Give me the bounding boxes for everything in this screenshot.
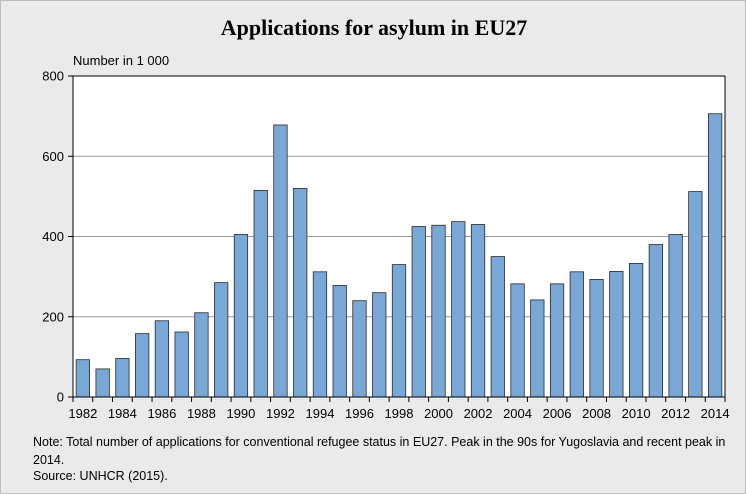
chart-title: Applications for asylum in EU27 — [220, 15, 528, 40]
bar-2013 — [688, 191, 703, 398]
x-tick-label: 2008 — [582, 406, 611, 421]
x-tick-label: 1988 — [187, 406, 216, 421]
x-tick-label: 1984 — [108, 406, 137, 421]
bar-2007 — [569, 271, 584, 398]
y-axis-label: Number in 1 000 — [73, 53, 170, 68]
bar-1983 — [95, 368, 110, 398]
x-tick-label: 2014 — [701, 406, 730, 421]
x-tick-label: 1986 — [147, 406, 176, 421]
bar-1994 — [312, 271, 328, 398]
x-tick-label: 2004 — [503, 406, 532, 421]
bar-2002 — [470, 224, 486, 398]
bar-1996 — [352, 300, 367, 398]
bar-1992 — [273, 124, 288, 398]
y-tick-label: 800 — [42, 69, 64, 84]
bar-1991 — [253, 189, 268, 398]
bar-1997 — [372, 292, 387, 398]
bar-1987 — [174, 331, 189, 398]
bar-2009 — [609, 271, 624, 398]
chart-source: Source: UNHCR (2015). — [33, 469, 168, 483]
x-tick-label: 1992 — [266, 406, 295, 421]
bar-2014 — [708, 113, 723, 398]
bar-1985 — [135, 333, 150, 398]
bar-1999 — [411, 226, 426, 398]
bar-1990 — [233, 234, 249, 398]
y-tick-label: 0 — [57, 390, 64, 405]
bar-1988 — [194, 312, 209, 398]
y-tick-label: 200 — [42, 309, 64, 324]
bar-2006 — [549, 283, 565, 398]
y-tick-label: 600 — [42, 149, 64, 164]
x-tick-label: 1994 — [306, 406, 335, 421]
bar-1982 — [75, 359, 91, 398]
bar-2012 — [668, 234, 683, 398]
x-tick-label: 1996 — [345, 406, 374, 421]
bar-2008 — [589, 279, 604, 398]
bar-1989 — [214, 282, 229, 398]
x-tick-label: 2000 — [424, 406, 453, 421]
x-tick-label: 2010 — [622, 406, 651, 421]
y-tick-labels: 0 200 400 600 800 — [42, 69, 64, 405]
x-tick-label: 2012 — [661, 406, 690, 421]
bar-2005 — [530, 299, 545, 398]
bar-1993 — [293, 187, 308, 398]
bar-1998 — [391, 264, 407, 398]
bar-2003 — [490, 256, 505, 398]
bar-2001 — [451, 221, 466, 398]
x-tick-label: 1998 — [385, 406, 414, 421]
bar-2000 — [431, 224, 446, 398]
bar-1986 — [154, 320, 170, 398]
bar-1984 — [115, 358, 130, 398]
bar-2004 — [510, 283, 525, 398]
x-tick-labels: 1982 1984 1986 1988 1990 1992 1994 1996 1998 2000… — [68, 406, 729, 421]
x-tick-label: 1982 — [68, 406, 97, 421]
x-tick-label: 2002 — [464, 406, 493, 421]
x-tick-label: 1990 — [226, 406, 255, 421]
bar-1995 — [332, 285, 347, 398]
y-tick-label: 400 — [42, 229, 64, 244]
axes — [72, 75, 726, 402]
bar-2010 — [628, 262, 644, 398]
bars — [75, 113, 723, 398]
bar-2011 — [648, 244, 663, 398]
chart-note: Note: Total number of applications for c… — [33, 435, 726, 467]
x-tick-label: 2006 — [543, 406, 572, 421]
